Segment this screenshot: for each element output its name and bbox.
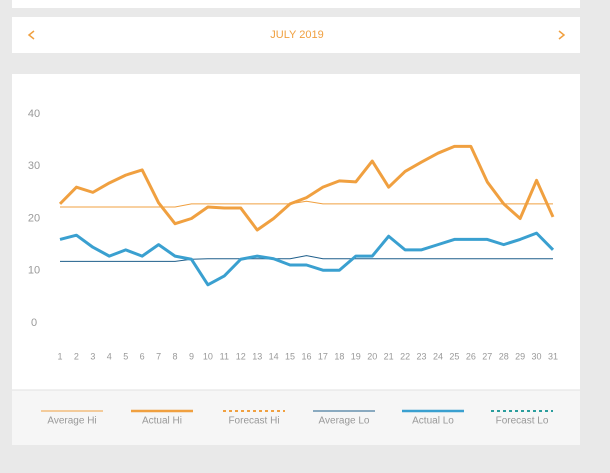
x-tick-label: 14 [269,351,279,361]
chart-card [12,74,580,445]
x-tick-label: 1 [57,351,62,361]
legend-area [12,390,580,445]
x-tick-label: 31 [548,351,558,361]
x-tick-label: 26 [466,351,476,361]
y-tick-label: 20 [28,212,40,224]
x-tick-label: 29 [515,351,525,361]
x-tick-label: 6 [140,351,145,361]
x-tick-label: 11 [220,351,229,361]
legend-label: Average Hi [47,416,96,427]
x-tick-label: 7 [156,351,161,361]
series-line [58,144,555,232]
month-bar [12,17,580,53]
y-tick-label: 40 [28,108,40,120]
x-tick-label: 17 [318,351,328,361]
x-tick-label: 24 [433,351,443,361]
x-tick-label: 9 [189,351,194,361]
x-tick-label: 30 [532,351,542,361]
prev-month[interactable] [27,30,35,40]
x-tick-label: 19 [351,351,361,361]
x-tick-label: 10 [203,351,213,361]
top-card [12,0,580,8]
x-tick-label: 28 [499,351,509,361]
legend-label: Actual Hi [142,416,182,427]
x-tick-label: 15 [285,351,295,361]
series-line [60,255,553,262]
series-line [60,200,553,208]
series-line [59,231,555,287]
x-tick-label: 21 [384,351,394,361]
x-tick-label: 23 [417,351,427,361]
x-tick-label: 13 [252,351,262,361]
y-tick-label: 0 [31,317,37,329]
x-tick-label: 27 [482,351,492,361]
x-tick-label: 25 [449,351,459,361]
x-tick-label: 18 [334,351,344,361]
legend-label: Forecast Hi [228,416,279,427]
x-tick-label: 2 [74,351,79,361]
y-tick-label: 30 [28,160,40,172]
legend-label: Forecast Lo [496,416,549,427]
legend-label: Average Lo [319,416,370,427]
x-tick-label: 4 [107,351,112,361]
x-tick-label: 16 [301,351,311,361]
x-tick-label: 22 [400,351,410,361]
y-tick-label: 10 [28,265,40,277]
next-month[interactable] [558,30,566,40]
x-tick-label: 8 [173,351,178,361]
x-tick-label: 3 [90,351,95,361]
x-tick-label: 12 [236,351,246,361]
x-tick-label: 20 [367,351,377,361]
x-tick-label: 5 [123,351,128,361]
month-title: JULY 2019 [270,29,323,41]
legend-label: Actual Lo [412,416,454,427]
